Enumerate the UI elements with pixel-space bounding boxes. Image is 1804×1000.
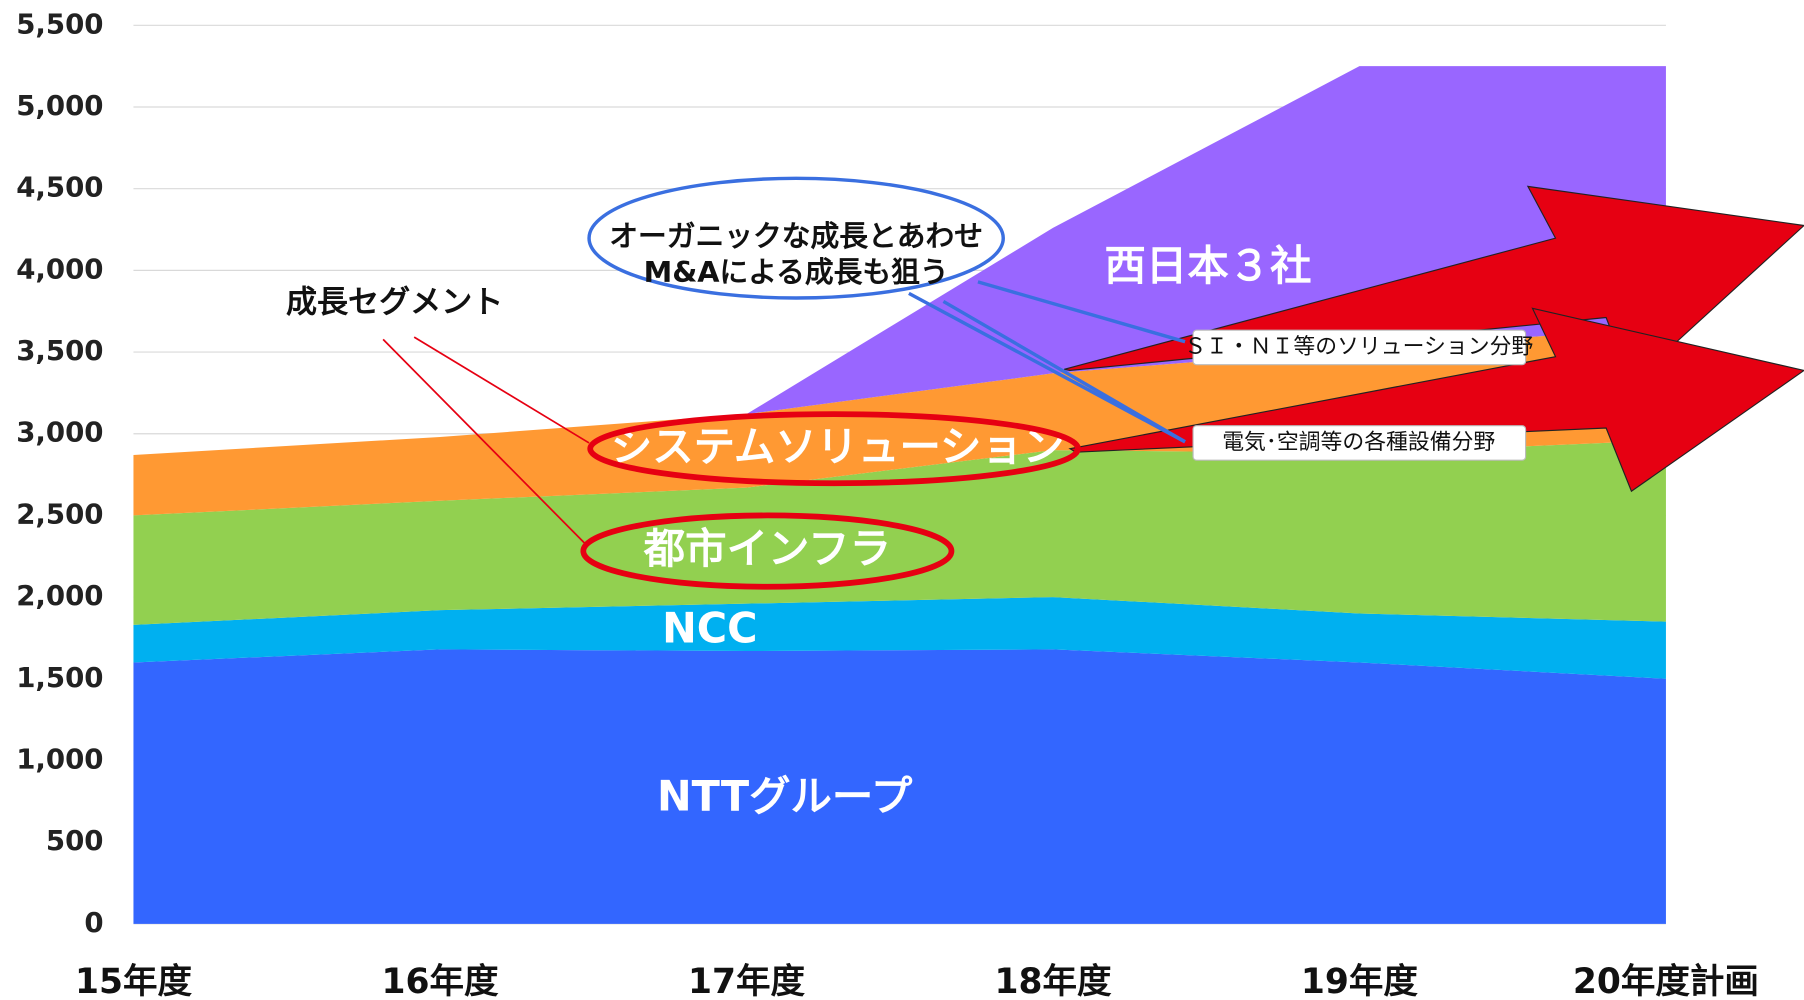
annotation: M&Aによる成長も狙う bbox=[644, 255, 949, 289]
y-tick-label: 1,000 bbox=[16, 742, 103, 775]
growth-arrow bbox=[1068, 307, 1804, 493]
x-tick-label: 18年度 bbox=[994, 962, 1112, 1000]
label-box bbox=[1192, 329, 1527, 366]
series-label: 西日本３社 bbox=[1105, 242, 1312, 290]
y-tick-label: 5,000 bbox=[16, 89, 103, 122]
series-label: システムソリューション bbox=[611, 423, 1064, 471]
area bbox=[133, 327, 1666, 516]
y-tick-label: 3,500 bbox=[16, 334, 103, 367]
callout-pointer bbox=[908, 291, 1186, 444]
y-tick-label: 500 bbox=[46, 824, 104, 857]
leader bbox=[382, 338, 586, 544]
y-tick-label: 3,000 bbox=[16, 416, 103, 449]
x-tick-label: 20年度計画 bbox=[1573, 962, 1759, 1000]
annotation: ＳＩ・ＮＩ等のソリューション分野 bbox=[1184, 334, 1533, 359]
y-tick-label: 2,000 bbox=[16, 579, 103, 612]
callout bbox=[587, 176, 1005, 300]
series-label: NTTグループ bbox=[657, 773, 913, 821]
annotation: 電気･空調等の各種設備分野 bbox=[1222, 430, 1495, 455]
highlight bbox=[580, 512, 955, 590]
area bbox=[133, 649, 1666, 924]
x-tick-label: 16年度 bbox=[381, 962, 499, 1000]
x-tick-label: 15年度 bbox=[75, 962, 193, 1000]
area bbox=[133, 597, 1666, 679]
y-tick-label: 2,500 bbox=[16, 497, 103, 530]
callout-pointer bbox=[977, 280, 1186, 344]
y-tick-label: 4,500 bbox=[16, 171, 103, 204]
x-tick-label: 17年度 bbox=[688, 962, 806, 1000]
area bbox=[133, 66, 1666, 455]
y-tick-label: 0 bbox=[84, 906, 103, 939]
series-label: NCC bbox=[662, 605, 757, 653]
ticks: 0 500 1,000 1,500 2,000 2,500 3,000 3,500 4,000 4… bbox=[16, 7, 1759, 1000]
y-tick-label: 1,500 bbox=[16, 661, 103, 694]
callout-pointer bbox=[942, 299, 1186, 444]
label-box bbox=[1192, 425, 1527, 461]
y-tick-label: 4,000 bbox=[16, 252, 103, 285]
annotation: オーガニックな成長とあわせ bbox=[609, 219, 983, 253]
area bbox=[133, 440, 1666, 625]
series-label: 都市インフラ bbox=[643, 525, 891, 573]
x-tick-label: 19年度 bbox=[1301, 962, 1419, 1000]
annotation: 成長セグメント bbox=[286, 285, 503, 321]
areas bbox=[133, 66, 1666, 924]
y-tick-label: 5,500 bbox=[16, 7, 103, 40]
highlight bbox=[587, 411, 1081, 487]
leader bbox=[413, 336, 590, 444]
